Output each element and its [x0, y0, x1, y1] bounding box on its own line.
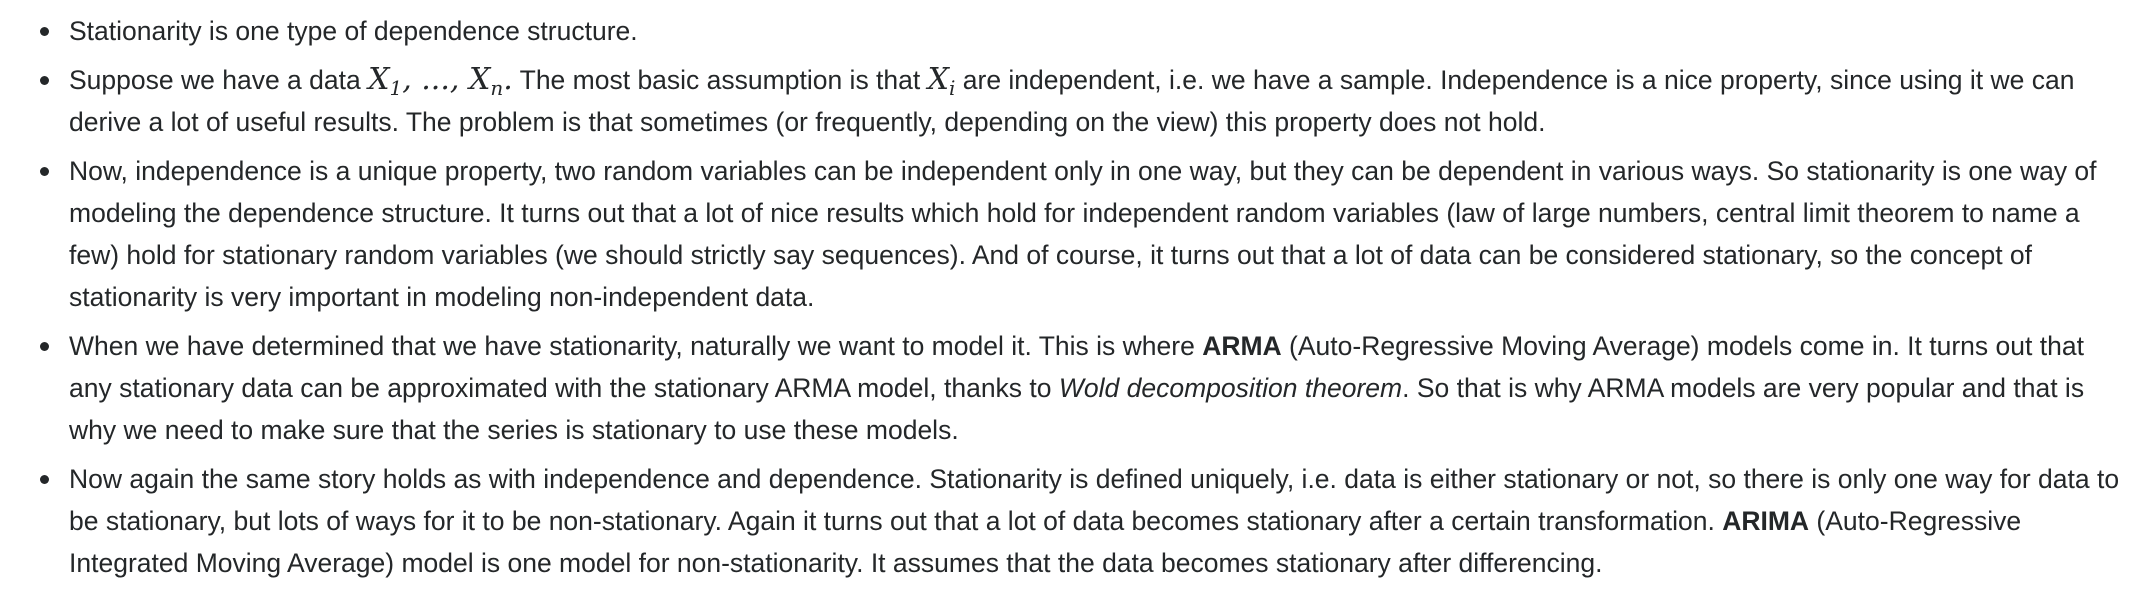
bullet-list: Stationarity is one type of dependence s… [28, 10, 2124, 584]
math-x1-sub: 1 [389, 76, 403, 100]
bullet-item-stationarity-type: Stationarity is one type of dependence s… [28, 10, 2124, 52]
math-xi: Xi [927, 62, 956, 100]
bullet-text-before: When we have determined that we have sta… [69, 331, 1203, 361]
post-body: Stationarity is one type of dependence s… [28, 10, 2124, 584]
bullet-text-middle: (Auto-Regressive Moving Average) models … [69, 331, 2084, 403]
math-xi-sub: i [948, 76, 956, 100]
bullet-item-arma: When we have determined that we have sta… [28, 325, 2124, 451]
bullet-text-before: Suppose we have a data [69, 65, 369, 95]
bullet-text-after: are independent, i.e. we have a sample. … [69, 65, 2075, 137]
bullet-text: Stationarity is one type of dependence s… [69, 16, 638, 46]
bullet-text-middle: The most basic assumption is that [512, 65, 928, 95]
bullet-item-arima: Now again the same story holds as with i… [28, 458, 2124, 584]
bold-term-arima: ARIMA [1722, 506, 1810, 536]
bullet-text-before: Now again the same story holds as with i… [69, 464, 2120, 536]
math-xn-sub: n [490, 76, 504, 100]
bullet-text-after: (Auto-Regressive Integrated Moving Avera… [69, 506, 2022, 578]
math-end: . [503, 62, 513, 97]
math-xn-var: X [468, 62, 491, 97]
bullet-item-independence-assumption: Suppose we have a data X1, ..., Xn. The … [28, 59, 2124, 143]
italic-term-wold: Wold decomposition theorem [1058, 373, 1403, 403]
math-sequence: X1, ..., Xn. [368, 62, 513, 100]
bullet-text: Now, independence is a unique property, … [69, 156, 2097, 312]
bullet-text-after: . So that is why ARMA models are very po… [69, 373, 2085, 445]
bullet-item-independence-unique: Now, independence is a unique property, … [28, 150, 2124, 318]
math-x1-var: X [368, 62, 390, 97]
math-xi-var: X [927, 62, 949, 97]
bold-term-arma: ARMA [1202, 331, 1282, 361]
math-separator: , ..., [402, 62, 469, 97]
